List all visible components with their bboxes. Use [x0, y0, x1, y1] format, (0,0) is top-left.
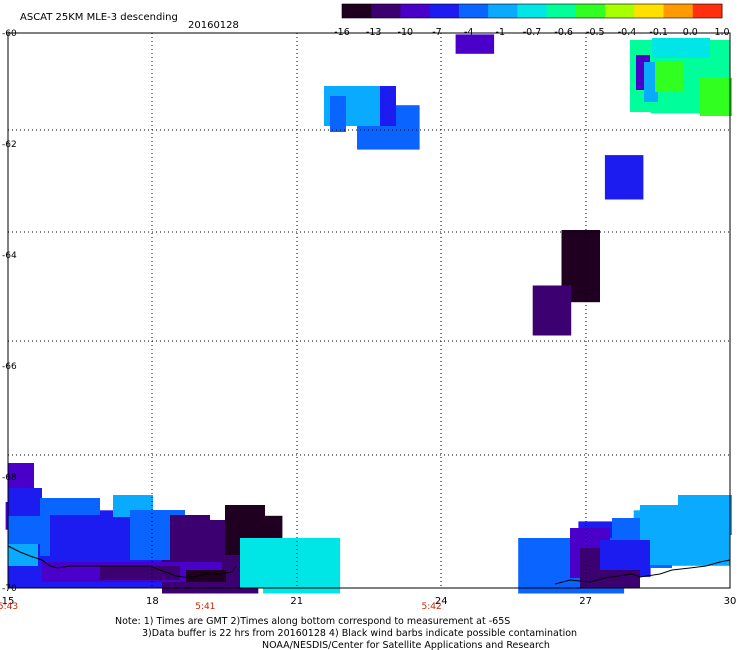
x-tick-label: 18	[146, 596, 159, 607]
colorbar-swatch	[692, 4, 723, 18]
x-tick-label: 27	[579, 596, 592, 607]
y-axis-ticks: -60 -62 -64 -66 -68 -70	[2, 29, 17, 594]
colorbar-swatch	[517, 4, 548, 18]
chart-title: ASCAT 25KM MLE-3 descending	[20, 12, 178, 23]
colorbar-swatch	[488, 4, 518, 18]
time-label: 5:43	[0, 602, 18, 612]
colorbar-swatch	[575, 4, 606, 18]
time-labels: 5:43 5:41 5:42	[0, 602, 442, 612]
colorbar-swatch	[605, 4, 635, 18]
plot-frame	[7, 32, 731, 589]
chart-date: 20160128	[188, 20, 239, 31]
colorbar-swatch	[371, 4, 401, 18]
x-axis-ticks: 15 18 21 24 27 30	[2, 596, 737, 607]
note-line-2: 3)Data buffer is 22 hrs from 20160128 4)…	[142, 628, 577, 639]
gridlines	[8, 33, 730, 588]
note-line-3: NOAA/NESDIS/Center for Satellite Applica…	[262, 640, 550, 650]
colorbar-swatch	[458, 4, 489, 18]
colorbar-swatch	[342, 4, 372, 18]
colorbar-swatch	[663, 4, 694, 18]
colorbar-frame	[341, 3, 723, 19]
x-tick-label: 21	[290, 596, 303, 607]
y-tick-label: -68	[2, 473, 17, 483]
colorbar-swatch	[634, 4, 665, 18]
y-tick-label: -64	[2, 251, 17, 261]
y-tick-label: -60	[2, 29, 17, 39]
coastline	[7, 545, 731, 585]
data-cell	[455, 34, 495, 54]
note-line-1: Note: 1) Times are GMT 2)Times along bot…	[115, 616, 510, 627]
x-tick-label: 24	[435, 596, 448, 607]
y-tick-label: -62	[2, 140, 17, 150]
y-tick-label: -70	[2, 584, 17, 594]
colorbar-swatch	[546, 4, 577, 18]
colorbar-swatch	[400, 4, 431, 18]
swath-pixels	[8, 38, 732, 588]
time-label: 5:41	[195, 602, 215, 612]
data-cell	[604, 155, 644, 200]
time-label: 5:42	[421, 602, 441, 612]
colorbar-swatch	[429, 4, 460, 18]
y-tick-label: -66	[2, 362, 17, 372]
x-tick-label: 30	[724, 596, 737, 607]
data-cell	[532, 285, 572, 336]
x-tick-label: 15	[2, 596, 15, 607]
